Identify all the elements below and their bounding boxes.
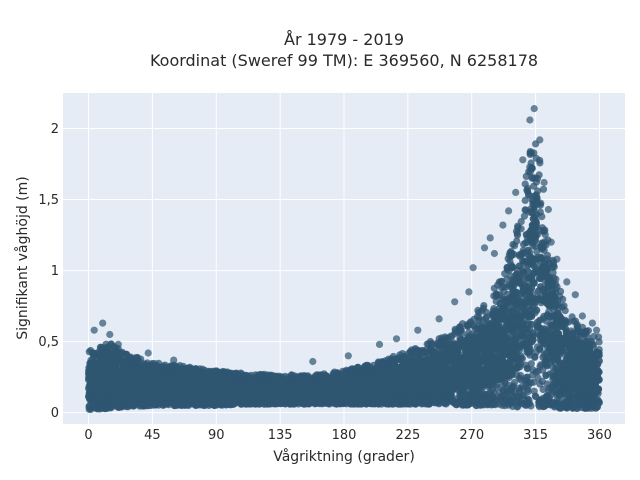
data-point <box>377 398 385 407</box>
data-point <box>525 190 533 198</box>
data-point <box>521 196 529 204</box>
data-point <box>521 376 529 384</box>
data-point <box>496 291 504 299</box>
data-point <box>517 218 525 226</box>
data-point <box>536 159 544 167</box>
data-point <box>521 206 529 214</box>
data-point <box>558 303 566 311</box>
data-point <box>556 396 564 404</box>
data-point <box>420 348 428 356</box>
data-point <box>479 316 487 324</box>
data-point <box>521 180 529 188</box>
data-point <box>487 401 496 409</box>
data-point <box>573 321 581 329</box>
data-point <box>539 385 547 394</box>
data-point <box>568 313 576 321</box>
data-point <box>595 398 603 406</box>
data-point <box>480 302 488 310</box>
data-point <box>526 149 534 157</box>
data-point <box>514 224 522 232</box>
data-point <box>524 388 532 396</box>
data-point <box>127 353 135 361</box>
data-point <box>529 366 537 374</box>
data-point <box>490 292 498 300</box>
data-point <box>479 391 487 399</box>
data-point <box>232 369 240 377</box>
data-point <box>226 369 234 377</box>
data-point <box>488 386 497 394</box>
data-point <box>513 403 521 411</box>
data-point <box>478 307 486 315</box>
data-point <box>411 346 419 354</box>
data-point <box>533 248 541 256</box>
data-point <box>515 386 524 394</box>
data-point <box>456 323 464 331</box>
data-point <box>595 333 603 341</box>
data-point <box>436 341 444 349</box>
chart-title-line-1: År 1979 - 2019 <box>284 30 404 49</box>
data-point <box>533 174 542 183</box>
data-point <box>480 399 488 407</box>
data-point <box>584 327 593 335</box>
data-point <box>357 400 365 408</box>
data-point <box>94 348 103 356</box>
data-point <box>520 212 529 220</box>
chart-title-line-2: Koordinat (Sweref 99 TM): E 369560, N 62… <box>150 51 538 70</box>
data-point <box>527 360 535 368</box>
data-point <box>458 329 466 337</box>
data-point <box>543 251 552 259</box>
data-point <box>519 240 528 248</box>
data-point <box>550 261 558 269</box>
data-point <box>314 371 322 379</box>
data-point <box>507 252 515 260</box>
data-point <box>161 361 169 369</box>
data-point <box>503 275 511 284</box>
data-point <box>517 371 525 380</box>
scatter-points <box>85 105 603 413</box>
data-point <box>539 185 548 193</box>
data-point <box>582 404 590 412</box>
data-point <box>392 397 400 405</box>
data-point <box>384 399 392 407</box>
data-point <box>85 405 93 413</box>
data-point <box>531 353 539 361</box>
data-point <box>530 387 538 395</box>
data-point <box>87 346 95 355</box>
data-point <box>133 353 142 362</box>
